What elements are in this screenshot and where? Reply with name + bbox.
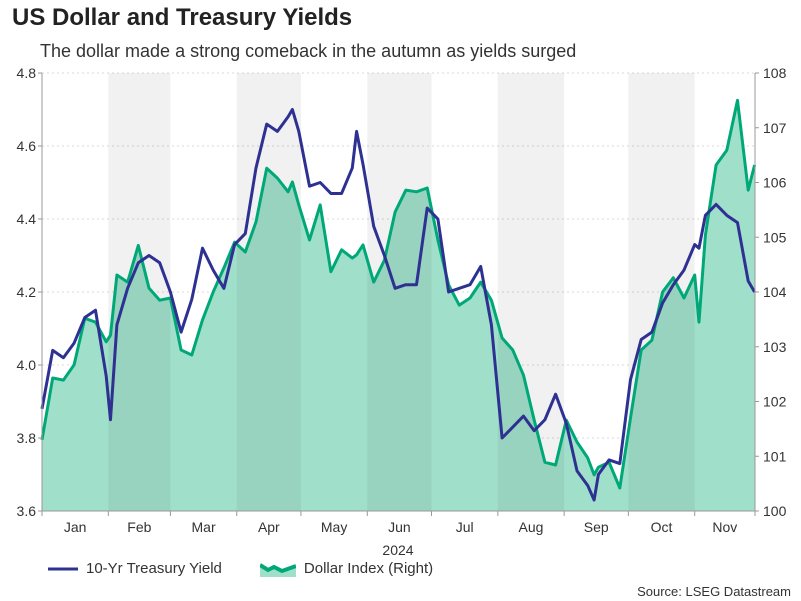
x-axis-label: 2024 bbox=[382, 542, 413, 558]
x-tick-label: May bbox=[321, 519, 347, 535]
x-tick-label: Jul bbox=[456, 519, 474, 535]
month-band bbox=[108, 73, 171, 511]
x-tick-label: Apr bbox=[258, 519, 280, 535]
x-tick-label: Jan bbox=[64, 519, 87, 535]
right-tick-label: 104 bbox=[763, 284, 787, 300]
chart-title: US Dollar and Treasury Yields bbox=[12, 4, 353, 31]
month-band bbox=[236, 73, 301, 511]
source-note: Source: LSEG Datastream bbox=[637, 584, 791, 599]
legend: 10-Yr Treasury Yield Dollar Index (Right… bbox=[48, 560, 433, 577]
left-tick-label: 4.4 bbox=[17, 211, 37, 227]
x-tick-label: Mar bbox=[192, 519, 216, 535]
right-tick-label: 103 bbox=[763, 339, 787, 355]
x-tick-label: Feb bbox=[127, 519, 151, 535]
x-tick-label: Sep bbox=[584, 519, 609, 535]
left-tick-label: 3.6 bbox=[17, 503, 37, 519]
left-tick-label: 4.2 bbox=[17, 284, 37, 300]
left-tick-label: 3.8 bbox=[17, 430, 37, 446]
right-tick-label: 107 bbox=[763, 120, 787, 136]
chart-subtitle: The dollar made a strong comeback in the… bbox=[40, 41, 577, 61]
dollar-area bbox=[42, 100, 755, 511]
x-tick-label: Nov bbox=[712, 519, 737, 535]
right-tick-label: 106 bbox=[763, 175, 787, 191]
month-band bbox=[497, 73, 565, 511]
legend-dollar-swatch bbox=[259, 562, 296, 577]
right-tick-label: 100 bbox=[763, 503, 787, 519]
right-tick-label: 101 bbox=[763, 448, 787, 464]
left-tick-label: 4.8 bbox=[17, 65, 37, 81]
x-tick-label: Jun bbox=[388, 519, 411, 535]
left-tick-label: 4.6 bbox=[17, 138, 37, 154]
month-band bbox=[367, 73, 432, 511]
right-tick-label: 102 bbox=[763, 394, 787, 410]
right-tick-label: 108 bbox=[763, 65, 787, 81]
legend-yield-swatch bbox=[48, 567, 78, 570]
right-tick-label: 105 bbox=[763, 229, 787, 245]
dollar-index-line bbox=[40, 98, 757, 490]
x-tick-label: Oct bbox=[651, 519, 673, 535]
legend-yield-label: 10-Yr Treasury Yield bbox=[86, 560, 222, 577]
treasury-yield-line bbox=[40, 108, 756, 502]
left-tick-label: 4.0 bbox=[17, 357, 37, 373]
legend-dollar-label: Dollar Index (Right) bbox=[303, 560, 434, 577]
x-tick-label: Aug bbox=[519, 519, 544, 535]
